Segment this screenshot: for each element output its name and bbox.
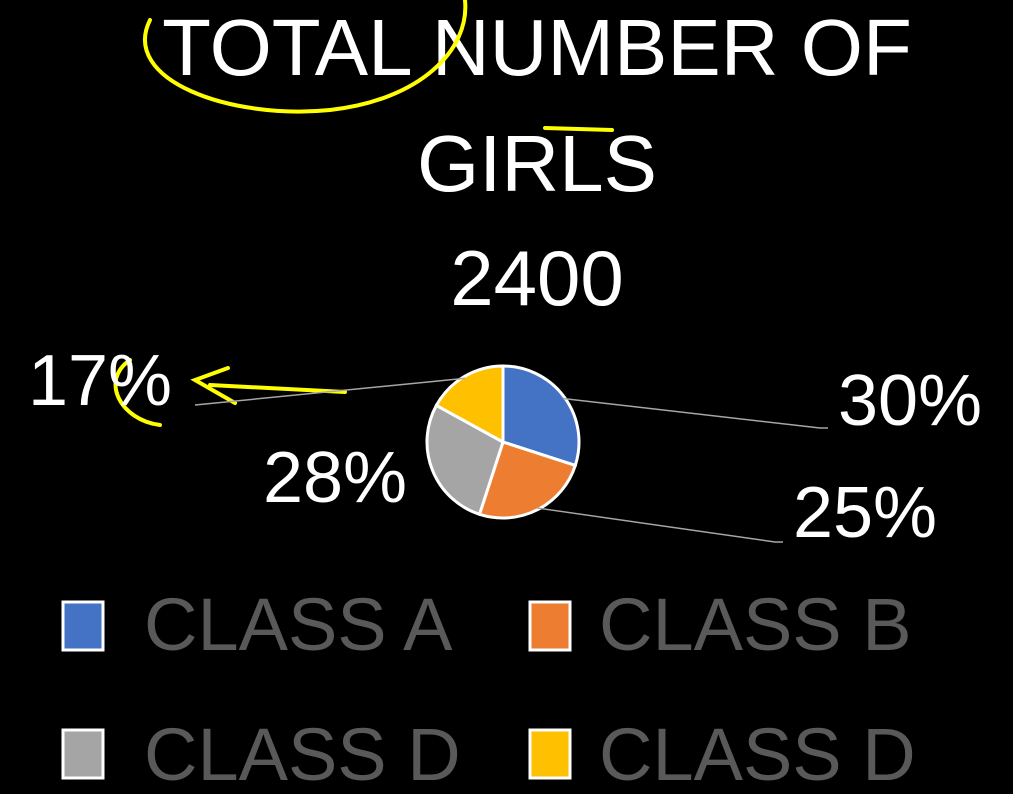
- leader-line: [562, 397, 828, 429]
- annotation-arrow: [190, 366, 347, 405]
- annotation: [113, 0, 614, 427]
- leader-line: [194, 377, 466, 406]
- pie-slice: [434, 364, 505, 445]
- data-label: 28%: [263, 438, 407, 518]
- legend-swatch: [528, 600, 572, 652]
- annotation-mark: [543, 126, 614, 132]
- legend-label: CLASS B: [599, 583, 912, 666]
- legend-label: CLASS A: [144, 583, 453, 666]
- chart-subtitle: 2400: [450, 234, 624, 322]
- pie-slice: [501, 364, 581, 468]
- chart-title: TOTAL NUMBER OF GIRLS: [162, 3, 912, 208]
- legend-swatch: [61, 600, 105, 652]
- legend-label: CLASS D: [144, 713, 461, 794]
- legend-swatch: [528, 728, 572, 780]
- data-label: 30%: [838, 361, 982, 441]
- leader-line: [536, 507, 783, 543]
- pie-slice: [477, 440, 578, 520]
- legend-swatch: [61, 728, 105, 780]
- annotation-ellipse: [142, 0, 468, 114]
- annotation-mark: [113, 358, 162, 427]
- legend-label: CLASS D: [599, 713, 916, 794]
- data-label: 17%: [28, 341, 172, 421]
- data-label: 25%: [793, 473, 937, 553]
